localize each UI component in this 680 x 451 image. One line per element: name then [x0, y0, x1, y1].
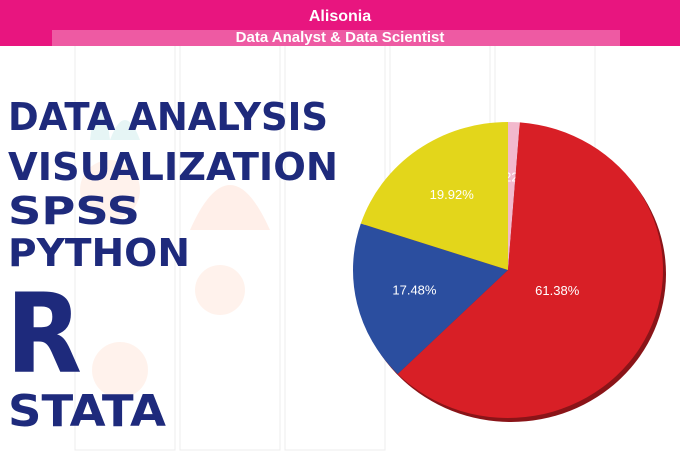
pie-slice [352, 223, 508, 374]
slice-label: 19.92% [430, 187, 475, 202]
slice-label: 61.38% [535, 283, 580, 298]
skill: PYTHON [8, 231, 190, 275]
slice-label: 17.48% [392, 282, 437, 297]
skill: DATA ANALYSIS [8, 95, 328, 139]
pie-slice [397, 122, 664, 419]
skill: R [6, 270, 82, 398]
pie: 1.22%61.38%17.48%19.92% [352, 122, 664, 419]
header-name: Alisonia [309, 8, 371, 25]
header-subtitle: Data Analyst & Data Scientist [236, 29, 445, 46]
skill: SPSS [8, 189, 140, 233]
skill: VISUALIZATION [8, 145, 338, 189]
pie-slice [360, 122, 508, 270]
skill: STATA [8, 386, 166, 437]
pie-slice [508, 122, 520, 270]
subtitle-band [52, 30, 620, 46]
